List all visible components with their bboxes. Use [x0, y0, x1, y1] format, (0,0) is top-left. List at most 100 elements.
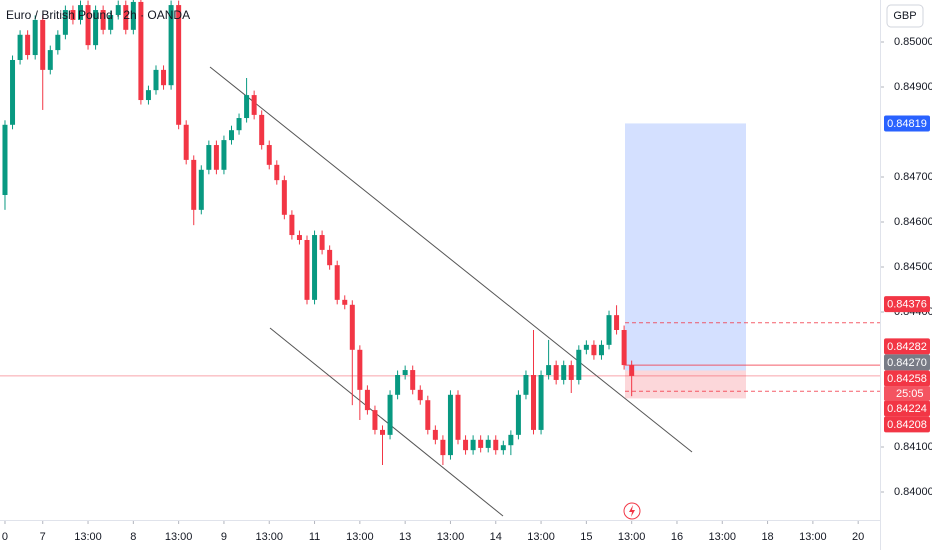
candle-body [47, 50, 53, 70]
candle-body [198, 169, 204, 210]
x-tick-label: 16 [671, 531, 683, 543]
candle-body [515, 394, 521, 435]
candle-body [77, 5, 83, 20]
price-tag-label: 0.84282 [887, 341, 927, 353]
candle-body [25, 34, 31, 56]
candle-body [342, 299, 348, 305]
candle-body [70, 10, 76, 20]
trend-line-upper[interactable] [209, 66, 693, 453]
y-tick-label: 0.84500 [894, 261, 932, 273]
x-tick-label: 13:00 [255, 531, 283, 543]
x-tick-label: 13:00 [437, 531, 465, 543]
candle-body [372, 410, 378, 430]
candle-body [629, 365, 635, 376]
x-tick-label: 13 [399, 531, 411, 543]
candle-body [55, 34, 61, 51]
candle-body [531, 375, 537, 430]
candle-body [2, 124, 8, 195]
candle-body [100, 10, 106, 30]
candle-body [327, 249, 333, 266]
candle-body [236, 118, 242, 131]
candle-body [447, 394, 453, 456]
candle-body [395, 375, 401, 395]
candle-body [568, 365, 574, 380]
candle-body [425, 400, 431, 430]
candle-body [244, 95, 250, 119]
y-tick-label: 0.84700 [894, 171, 932, 183]
chart-title: Euro / British Pound · 2h · OANDA [6, 8, 190, 22]
candle-body [493, 439, 499, 451]
target-zone [625, 123, 746, 371]
x-tick-label: 13:00 [618, 531, 646, 543]
candle-body [161, 69, 167, 86]
candle-body [274, 164, 280, 181]
candle-body [62, 10, 68, 35]
candle-body [417, 389, 423, 401]
y-tick-label: 0.84600 [894, 216, 932, 228]
candle-body [123, 5, 129, 30]
candle-body [576, 349, 582, 380]
x-tick-label: 11 [309, 531, 320, 543]
candle-body [432, 429, 438, 440]
event-icon-bolt [629, 505, 635, 517]
x-tick-label: 7 [40, 531, 46, 543]
candle-body [176, 5, 182, 125]
candle-body [470, 439, 476, 451]
candle-body [357, 349, 363, 390]
price-tag [884, 416, 930, 433]
candle-body [130, 1, 136, 30]
price-tag-label: 0.84270 [887, 357, 927, 369]
candle-body [614, 315, 620, 331]
x-tick-label: 13:00 [74, 531, 102, 543]
x-tick-label: 0 [2, 531, 8, 543]
candle-body [402, 370, 408, 376]
candle-body [304, 239, 310, 300]
y-tick-label: 0.85000 [894, 36, 932, 48]
candle-body [213, 145, 219, 170]
x-tick-label: 14 [490, 531, 502, 543]
trend-line-lower[interactable] [269, 327, 504, 517]
candle-body [93, 10, 99, 46]
candle-body [32, 19, 38, 56]
currency-button[interactable] [886, 4, 924, 28]
x-tick-label: 13:00 [527, 531, 555, 543]
candle-body [621, 330, 627, 366]
candle-body [463, 439, 469, 451]
candle-body [508, 434, 514, 446]
candle-body [334, 265, 340, 300]
candle-body [478, 439, 484, 448]
price-tag-label: 0.84258 [887, 373, 927, 385]
candle-body [296, 235, 302, 240]
candle-body [485, 439, 491, 448]
x-tick-label: 13:00 [165, 531, 193, 543]
candle-body [606, 315, 612, 345]
candle-body [108, 14, 114, 30]
candle-body [259, 114, 265, 146]
candle-body [440, 439, 446, 456]
price-tag [884, 354, 930, 371]
x-tick-label: 13:00 [709, 531, 737, 543]
candle-body [138, 1, 144, 101]
stop-zone [625, 370, 746, 399]
candle-body [228, 130, 234, 141]
candle-body [319, 235, 325, 250]
candle-body [183, 124, 189, 160]
candle-body [546, 365, 552, 376]
price-tag [884, 400, 930, 417]
candle-body [410, 370, 416, 390]
candle-body [206, 145, 212, 170]
candle-body [561, 365, 567, 380]
candle-body [153, 69, 159, 91]
x-tick-label: 9 [221, 531, 227, 543]
candle-body [289, 214, 295, 236]
candle-body [538, 375, 544, 430]
candle-body [523, 375, 529, 395]
price-tag-label: 0.84376 [887, 298, 927, 310]
candle-body [598, 344, 604, 356]
price-tag-label: 0.84819 [887, 118, 927, 130]
candle-body [500, 445, 506, 451]
price-tag-label: 0.84208 [887, 419, 927, 431]
countdown-label: 25:05 [896, 388, 924, 400]
candle-body [168, 5, 174, 86]
